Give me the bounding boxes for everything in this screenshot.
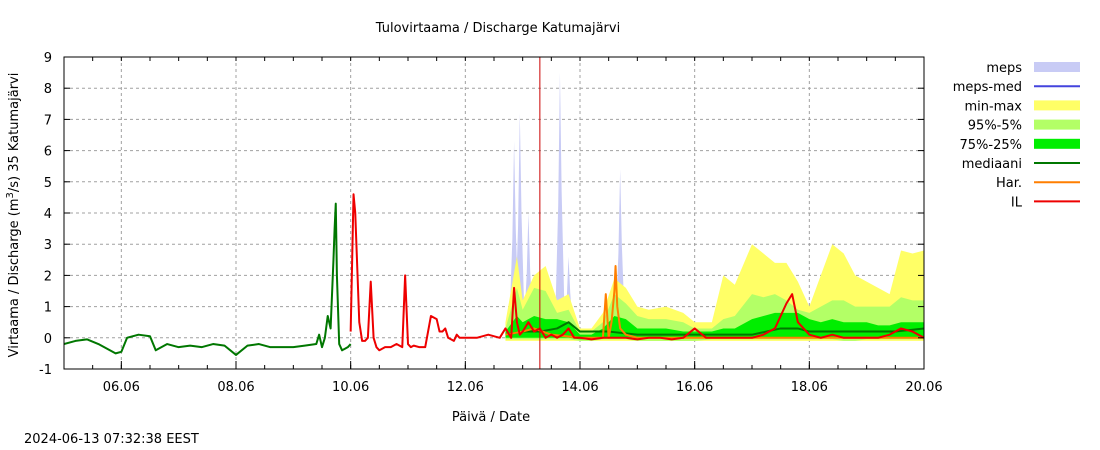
chart-title: Tulovirtaama / Discharge Katumajärvi [375, 21, 620, 36]
legend-swatch [1034, 62, 1080, 72]
x-tick-label: 08.06 [217, 380, 254, 395]
x-axis-label: Päivä / Date [452, 410, 530, 425]
x-tick-label: 12.06 [447, 380, 484, 395]
y-tick-label: 1 [44, 301, 52, 316]
legend-swatch [1034, 119, 1080, 130]
axes: -1 0 1 2 3 4 5 6 7 8 9 06.06 08.06 10.06 12.06 14.06 16.… [39, 51, 943, 395]
y-tick-label: 5 [44, 176, 52, 191]
legend-label: 75%-25% [960, 138, 1022, 153]
x-tick-label: 20.06 [905, 380, 942, 395]
y-tick-label: 8 [44, 82, 52, 97]
legend-label: Har. [996, 176, 1022, 191]
x-tick-label: 10.06 [332, 380, 369, 395]
y-tick-label: 7 [44, 113, 52, 128]
mediaani-line [505, 321, 924, 336]
x-tick-label: 14.06 [561, 380, 598, 395]
y-tick-label: 0 [44, 332, 52, 347]
legend-swatch [1034, 138, 1080, 149]
bands [505, 72, 924, 341]
y-axis-label-text: Virtaama / Discharge (m [7, 199, 22, 358]
x-tick-label: 06.06 [103, 380, 140, 395]
legend-label: meps-med [953, 80, 1022, 95]
series-lines [64, 193, 924, 356]
y-tick-label: 2 [44, 269, 52, 284]
legend-label: mediaani [962, 157, 1022, 172]
legend-swatch [1034, 100, 1080, 111]
y-tick-label: 9 [44, 51, 52, 66]
x-tick-label: 18.06 [791, 380, 828, 395]
meps-band [554, 72, 566, 338]
il-line [349, 193, 924, 352]
y-tick-label: -1 [39, 363, 52, 378]
y-tick-label: 6 [44, 145, 52, 160]
observed--green--historical--line [64, 202, 352, 356]
legend: meps meps-med min-max 95%-5% 75%-25% mediaani… [953, 61, 1080, 210]
y-axis-superscript: 3 [5, 192, 16, 198]
x-tick-label: 16.06 [676, 380, 713, 395]
y-tick-label: 3 [44, 238, 52, 253]
legend-label: IL [1011, 195, 1023, 210]
legend-label: meps [986, 61, 1022, 76]
timestamp: 2024-06-13 07:32:38 EEST [24, 432, 199, 447]
y-tick-label: 4 [44, 207, 52, 222]
y-axis-label: Virtaama / Discharge (m3/s) 35 Katumajär… [5, 73, 22, 358]
legend-label: 95%-5% [968, 119, 1022, 134]
y-axis-label-tail: /s) 35 Katumajärvi [7, 73, 22, 193]
legend-label: min-max [964, 99, 1022, 114]
